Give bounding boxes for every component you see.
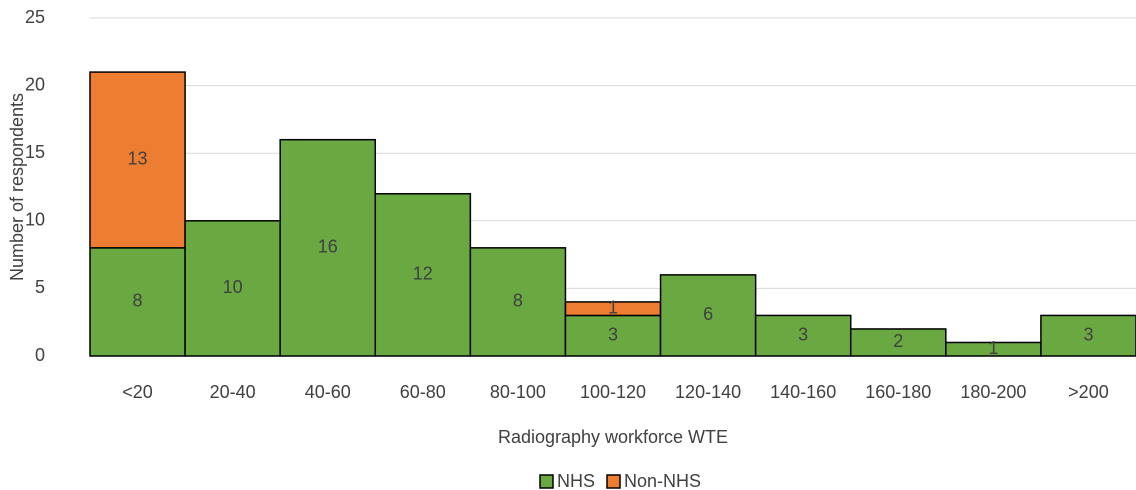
data-label: 1 xyxy=(988,338,998,358)
x-tick-label: 80-100 xyxy=(490,382,546,402)
data-label: 3 xyxy=(608,324,618,344)
data-label: 10 xyxy=(223,277,243,297)
bar-segment xyxy=(469,247,567,357)
x-tick-label: 60-80 xyxy=(400,382,446,402)
bar-segment xyxy=(89,71,186,249)
bar-segment xyxy=(279,138,377,357)
legend-swatch xyxy=(606,474,621,489)
bar-segment xyxy=(754,314,852,357)
bar-segment xyxy=(849,328,947,357)
x-tick-label: >200 xyxy=(1068,382,1109,402)
y-tick-label: 20 xyxy=(25,74,45,94)
y-tick-label: 10 xyxy=(25,210,45,230)
x-tick-label: 180-200 xyxy=(960,382,1026,402)
y-tick-label: 5 xyxy=(35,277,45,297)
bar-segment xyxy=(1040,314,1136,357)
data-label: 2 xyxy=(893,331,903,351)
data-label: 8 xyxy=(513,291,523,311)
data-label: 8 xyxy=(133,291,143,311)
data-label: 3 xyxy=(1083,324,1093,344)
x-tick-label: 40-60 xyxy=(305,382,351,402)
bar-segment xyxy=(89,247,186,357)
legend-label: Non-NHS xyxy=(624,471,701,490)
legend-label: NHS xyxy=(557,471,595,490)
bar-segment xyxy=(564,314,662,357)
bar-segment xyxy=(659,274,757,357)
x-tick-label: 20-40 xyxy=(210,382,256,402)
data-label: 1 xyxy=(608,297,618,317)
data-label: 16 xyxy=(318,237,338,257)
data-label: 3 xyxy=(798,324,808,344)
y-tick-label: 15 xyxy=(25,142,45,162)
bar-segment xyxy=(374,193,472,357)
y-tick-label: 25 xyxy=(25,7,45,27)
data-label: 13 xyxy=(128,149,148,169)
y-tick-label: 0 xyxy=(35,345,45,365)
y-axis-label: Number of respondents xyxy=(7,93,27,281)
data-label: 12 xyxy=(413,264,433,284)
x-tick-label: <20 xyxy=(122,382,153,402)
legend-swatch xyxy=(539,474,554,489)
data-label: 6 xyxy=(703,304,713,324)
x-tick-label: 100-120 xyxy=(580,382,646,402)
x-tick-label: 160-180 xyxy=(865,382,931,402)
x-tick-label: 140-160 xyxy=(770,382,836,402)
x-tick-label: 120-140 xyxy=(675,382,741,402)
x-axis-label: Radiography workforce WTE xyxy=(498,427,728,447)
